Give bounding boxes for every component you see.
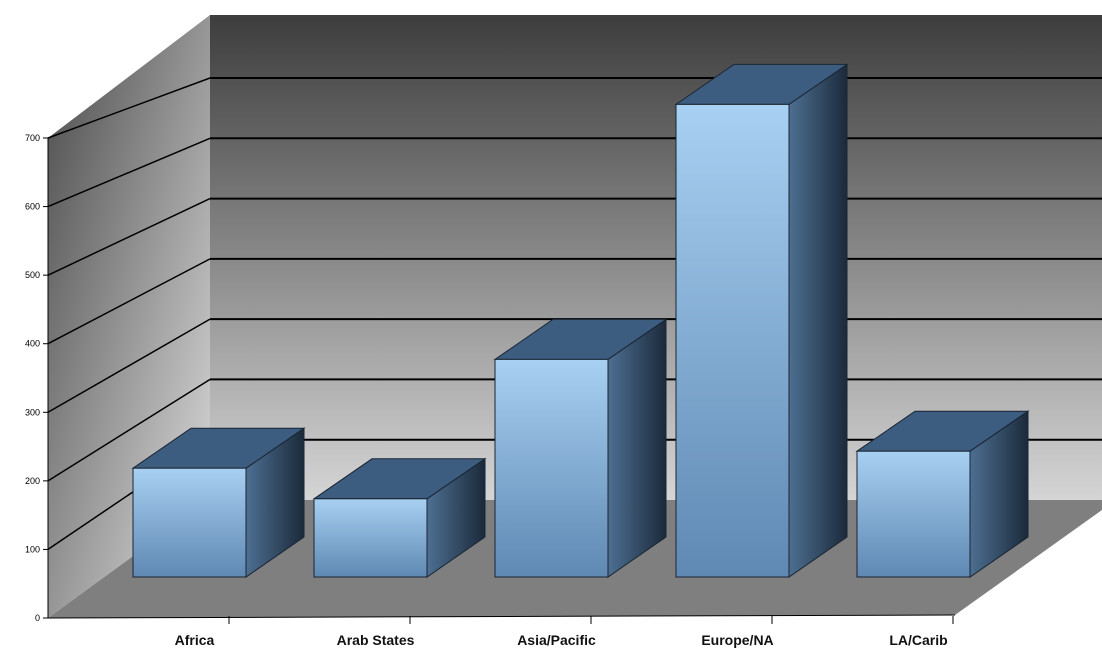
bar	[493, 318, 668, 578]
y-axis: 0 100 200 300 400 500 600 700	[25, 133, 956, 623]
y-tick-label: 400	[25, 339, 40, 349]
bar-side	[788, 63, 848, 578]
x-tick-label: Africa	[175, 632, 215, 648]
bar	[312, 457, 487, 578]
x-tick-label: Europe/NA	[701, 632, 773, 648]
x-tick-label: Asia/Pacific	[517, 632, 596, 648]
gridline-side	[47, 197, 211, 276]
gridline-side	[47, 137, 211, 208]
gridline-side	[47, 77, 211, 139]
bar	[855, 410, 1030, 578]
y-tick-label: 700	[25, 133, 40, 143]
gridline-side	[47, 258, 211, 345]
bars	[131, 63, 1030, 578]
bar-front	[675, 103, 790, 578]
bar-front	[132, 467, 247, 578]
bar	[674, 63, 849, 578]
y-tick-label: 300	[25, 407, 40, 417]
gridline-side	[47, 318, 211, 413]
x-axis-line	[47, 614, 956, 619]
bar-front	[856, 450, 971, 578]
x-axis-labels: Africa Arab States Asia/Pacific Europe/NA LA…	[175, 616, 954, 648]
y-tick-label: 0	[35, 613, 40, 623]
x-tick-label: LA/Carib	[889, 632, 947, 648]
x-tick-label: Arab States	[337, 632, 415, 648]
y-tick-label: 600	[25, 202, 40, 212]
bar	[131, 427, 306, 578]
bar-front	[494, 358, 609, 578]
gridline-side	[47, 378, 211, 482]
y-tick-label: 500	[25, 270, 40, 280]
bar-front	[313, 498, 428, 578]
y-tick-label: 100	[25, 544, 40, 554]
gridlines	[47, 77, 1102, 551]
bar-side	[607, 318, 667, 578]
y-tick-label: 200	[25, 476, 40, 486]
